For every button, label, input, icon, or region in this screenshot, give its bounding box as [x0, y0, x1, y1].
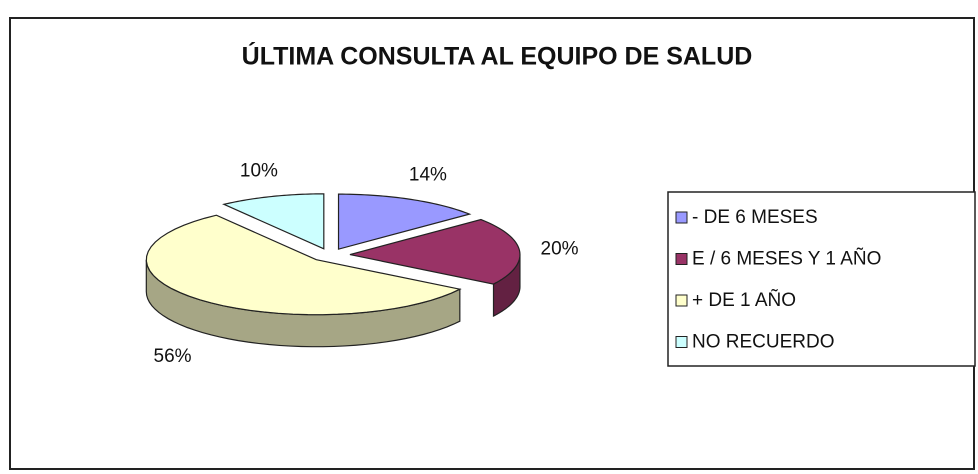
slice: [145, 214, 462, 316]
data-label: 20%: [541, 238, 579, 259]
data-label: 14%: [409, 164, 447, 185]
legend-swatch: [675, 253, 688, 265]
data-label: 56%: [154, 346, 192, 367]
slice: [222, 193, 325, 250]
legend-box: [667, 191, 976, 367]
slice: [349, 218, 521, 285]
legend-label: NO RECUERDO: [692, 332, 835, 353]
chart-title: ÚLTIMA CONSULTA AL EQUIPO DE SALUD: [242, 41, 753, 71]
legend-label: + DE 1 AÑO: [692, 289, 796, 311]
slice: [337, 193, 472, 250]
legend-swatch: [675, 294, 688, 307]
legend-label: - DE 6 MESES: [692, 207, 818, 228]
legend-label: E / 6 MESES Y 1 AÑO: [692, 248, 881, 270]
data-label: 10%: [240, 160, 278, 181]
legend-swatch: [675, 211, 688, 224]
legend-swatch: [675, 336, 688, 348]
